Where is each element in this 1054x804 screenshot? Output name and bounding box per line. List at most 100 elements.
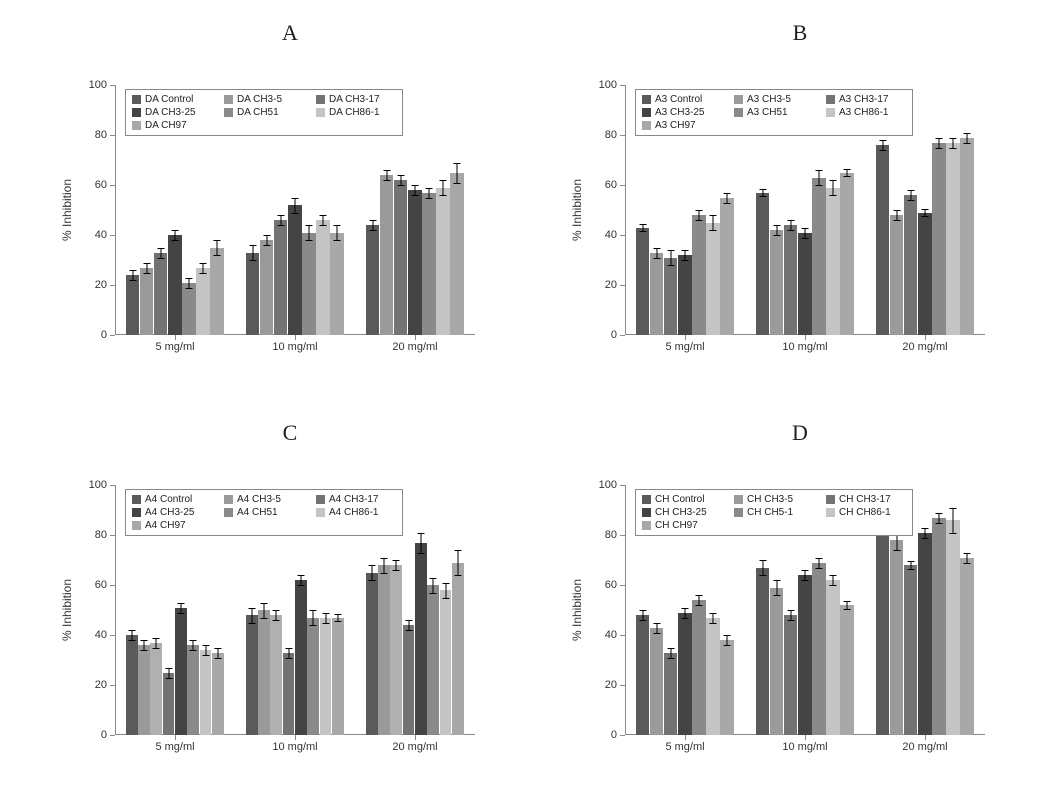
error-cap: [425, 198, 432, 199]
error-cap: [893, 220, 900, 221]
error-cap: [453, 163, 460, 164]
x-tick-label: 20 mg/ml: [392, 341, 437, 353]
bar: [295, 580, 307, 735]
bar: [246, 615, 258, 735]
legend-swatch: [734, 95, 743, 104]
bar: [258, 610, 270, 735]
error-cap: [322, 613, 329, 614]
y-tick: [620, 285, 625, 286]
error-cap: [829, 585, 836, 586]
bar: [636, 228, 650, 336]
y-tick-label: 20: [95, 279, 107, 291]
bar: [307, 618, 319, 736]
error-cap: [263, 235, 270, 236]
chart-C: % Inhibition0204060801005 mg/ml10 mg/ml2…: [50, 475, 490, 775]
bar: [840, 605, 854, 735]
error-bar: [670, 250, 671, 265]
error-cap: [369, 220, 376, 221]
x-tick: [925, 335, 926, 340]
error-bar: [384, 558, 385, 573]
legend-label: A3 CH86-1: [839, 107, 888, 118]
error-bar: [804, 570, 805, 580]
legend-swatch: [826, 108, 835, 117]
y-tick: [110, 135, 115, 136]
error-cap: [248, 623, 255, 624]
error-cap: [723, 193, 730, 194]
error-cap: [442, 583, 449, 584]
y-tick: [110, 685, 115, 686]
error-cap: [277, 225, 284, 226]
panel-title-D: D: [560, 420, 1040, 446]
error-cap: [709, 623, 716, 624]
error-cap: [319, 215, 326, 216]
y-axis: [115, 485, 116, 735]
legend-swatch: [826, 508, 835, 517]
legend-item: DA CH3-25: [132, 107, 212, 118]
bar: [366, 573, 378, 736]
error-bar: [846, 169, 847, 177]
legend-swatch: [224, 95, 233, 104]
error-cap: [653, 623, 660, 624]
legend-label: CH Control: [655, 494, 704, 505]
error-cap: [695, 605, 702, 606]
legend-label: DA CH3-25: [145, 107, 196, 118]
error-cap: [907, 569, 914, 570]
y-tick-label: 40: [95, 629, 107, 641]
error-cap: [143, 273, 150, 274]
x-tick-label: 20 mg/ml: [902, 741, 947, 753]
y-tick-label: 80: [95, 129, 107, 141]
legend-label: DA CH51: [237, 107, 279, 118]
error-bar: [428, 188, 429, 198]
bar: [182, 283, 196, 336]
y-tick: [110, 235, 115, 236]
error-cap: [695, 595, 702, 596]
error-bar: [712, 215, 713, 230]
legend-swatch: [826, 495, 835, 504]
error-bar: [938, 513, 939, 523]
legend-row: A3 CH3-25A3 CH51A3 CH86-1: [642, 107, 906, 118]
bar: [316, 220, 330, 335]
legend-label: CH CH86-1: [839, 507, 891, 518]
legend-label: A3 Control: [655, 94, 702, 105]
error-cap: [935, 523, 942, 524]
bar: [150, 643, 162, 736]
bar: [756, 193, 770, 336]
error-bar: [294, 198, 295, 213]
error-bar: [776, 225, 777, 235]
legend-swatch: [316, 495, 325, 504]
legend: A3 ControlA3 CH3-5A3 CH3-17A3 CH3-25A3 C…: [635, 89, 913, 136]
legend-swatch: [132, 495, 141, 504]
error-cap: [202, 645, 209, 646]
bar: [664, 258, 678, 336]
legend-row: CH ControlCH CH3-5CH CH3-17: [642, 494, 906, 505]
error-cap: [190, 650, 197, 651]
bar: [212, 653, 224, 736]
error-cap: [921, 528, 928, 529]
legend-item: A3 CH97: [642, 120, 722, 131]
error-cap: [829, 575, 836, 576]
error-bar: [336, 225, 337, 240]
bar: [332, 618, 344, 736]
error-bar: [442, 180, 443, 195]
error-cap: [949, 138, 956, 139]
x-tick: [805, 735, 806, 740]
legend-item: A4 CH97: [132, 520, 212, 531]
legend-item: A4 CH3-17: [316, 494, 396, 505]
error-bar: [642, 610, 643, 620]
bar: [440, 590, 452, 735]
error-cap: [165, 668, 172, 669]
y-tick: [620, 185, 625, 186]
legend-row: A4 CH97: [132, 520, 396, 531]
error-cap: [129, 270, 136, 271]
error-cap: [893, 210, 900, 211]
bar: [706, 223, 720, 336]
bar: [288, 205, 302, 335]
bar: [394, 180, 408, 335]
error-bar: [408, 620, 409, 630]
error-cap: [773, 580, 780, 581]
error-cap: [333, 240, 340, 241]
x-tick: [805, 335, 806, 340]
error-cap: [801, 228, 808, 229]
error-cap: [297, 585, 304, 586]
legend-label: CH CH5-1: [747, 507, 793, 518]
